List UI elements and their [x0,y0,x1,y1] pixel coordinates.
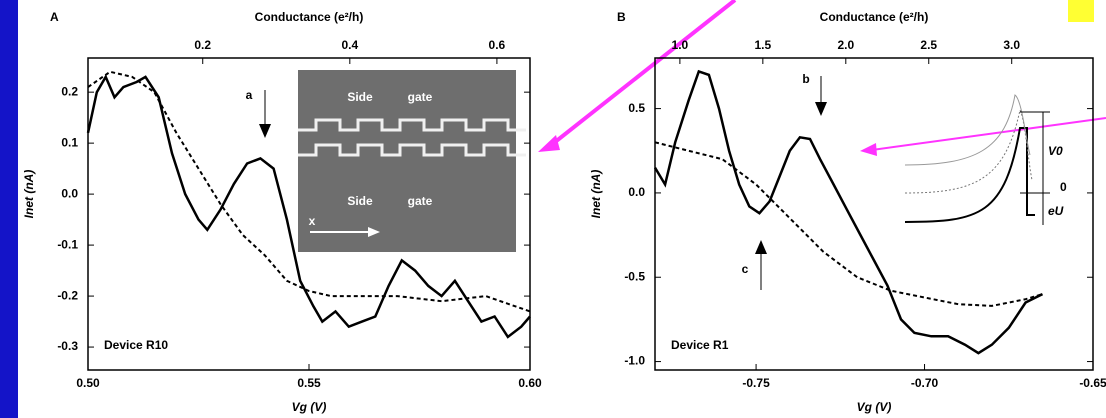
panel-label: B [617,10,626,24]
inset-label: Side [347,194,373,208]
data-line [87,70,531,313]
panel-label: A [50,10,59,24]
y-tick-label: 0.1 [61,135,78,149]
plot-frame [654,57,1094,371]
y-tick-label: -0.2 [57,288,78,302]
y-tick-label: 0.5 [628,101,645,115]
x-axis-label: Vg (V) [857,400,892,414]
schematic [904,94,1031,166]
arrow-head [259,124,271,138]
schematic [904,108,1033,194]
yellow-marker [1068,0,1094,22]
y-tick-label: -0.1 [57,237,78,251]
data-line [654,141,1043,307]
y-tick-label: -1.0 [624,354,645,368]
annotation: V0 [1048,144,1063,158]
x-tick-label: -0.75 [742,376,770,390]
inset-channel [298,143,526,157]
inset-label: Side [347,90,373,104]
x2-tick-label: 2.5 [920,38,937,52]
data-line [653,69,1044,355]
annotation: c [742,262,749,276]
annotation: 0 [1060,180,1067,194]
y-tick-label: -0.3 [57,339,78,353]
data-line [86,74,531,339]
y-tick-label: 0.2 [61,84,78,98]
annotation: b [802,72,809,86]
annotation: a [246,88,253,102]
arrow [548,0,737,148]
x-tick-label: -0.70 [911,376,939,390]
x2-tick-label: 3.0 [1003,38,1020,52]
y-tick-label: 0.0 [61,186,78,200]
x2-tick-label: 1.0 [672,38,689,52]
arrow-head [755,240,767,254]
x-tick-label: 0.55 [297,376,321,390]
x-axis-label: Vg (V) [292,400,327,414]
annotation: eU [1048,204,1064,218]
inset-arrow-head [368,227,380,237]
x2-tick-label: 0.2 [194,38,211,52]
x-tick-label: 0.60 [518,376,542,390]
arrow-head [538,135,560,152]
device-label: Device R10 [104,338,168,352]
x2-tick-label: 0.4 [341,38,358,52]
x2-tick-label: 1.5 [754,38,771,52]
inset-channel [298,118,526,132]
y-tick-label: 0.0 [628,185,645,199]
figure-background [18,0,1106,418]
x2-tick-label: 2.0 [837,38,854,52]
y-axis-label: Inet (nA) [589,170,603,219]
x2-tick-label: 0.6 [489,38,506,52]
arrow-head [815,102,827,116]
top-axis-label: Conductance (e²/h) [820,10,929,24]
arrow-head [860,143,877,156]
arrow [871,117,1106,151]
top-axis-label: Conductance (e²/h) [255,10,364,24]
y-tick-label: -0.5 [624,269,645,283]
x-tick-label: -0.65 [1079,376,1106,390]
inset-image [298,70,516,252]
schematic [904,127,1035,223]
device-label: Device R1 [671,338,729,352]
x-tick-label: 0.50 [76,376,100,390]
inset-label: gate [408,90,433,104]
y-axis-label: Inet (nA) [22,170,36,219]
inset-label: x [309,214,316,228]
inset-label: gate [408,194,433,208]
